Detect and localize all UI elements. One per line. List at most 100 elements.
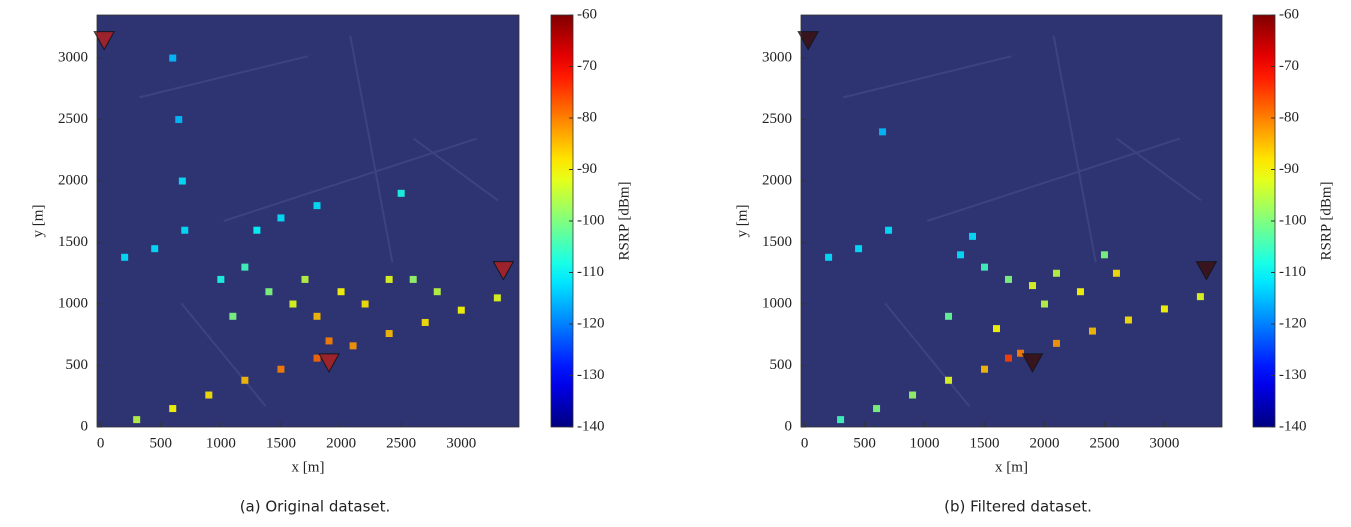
rsrp-cell [494,294,501,301]
rsrp-cell [1197,293,1204,300]
rsrp-cell [277,366,284,373]
rsrp-cell [885,227,892,234]
rsrp-cell [458,307,465,314]
y-tick-label: 500 [770,357,793,373]
rsrp-cell [993,325,1000,332]
x-tick-label: 2500 [1089,435,1119,451]
y-tick-label: 3000 [58,49,88,65]
rsrp-cell [1041,301,1048,308]
caption: (a) Original dataset. [240,498,391,516]
rsrp-cell [314,313,321,320]
x-tick-label: 2500 [386,435,416,451]
colorbar-tick-label: -110 [1279,264,1306,280]
colorbar-tick-label: -120 [1279,315,1307,331]
rsrp-cell [879,128,886,135]
rsrp-cell [326,337,333,344]
rsrp-cell [169,405,176,412]
y-tick-label: 3000 [762,49,792,65]
rsrp-cell [314,202,321,209]
rsrp-cell [957,251,964,258]
colorbar-tick-label: -120 [577,315,605,331]
colorbar-tick-label: -130 [1279,367,1307,383]
colorbar-tick-label: -130 [577,367,605,383]
rsrp-cell [1089,328,1096,335]
rsrp-cell [277,214,284,221]
colorbar-tick-label: -70 [1279,58,1299,74]
rsrp-cell [314,355,321,362]
x-tick-label: 1000 [206,435,236,451]
x-tick-label: 2000 [326,435,356,451]
colorbar-label: RSRP [dBm] [1318,181,1334,260]
colorbar-tick-label: -60 [577,6,597,22]
rsrp-cell [398,190,405,197]
y-tick-label: 0 [785,418,793,434]
rsrp-cell [1029,282,1036,289]
colorbar-tick-label: -90 [1279,161,1299,177]
rsrp-cell [1053,270,1060,277]
y-tick-label: 1000 [58,295,88,311]
rsrp-cell [350,342,357,349]
rsrp-cell [229,313,236,320]
rsrp-cell [825,254,832,261]
colorbar-tick-label: -90 [577,161,597,177]
colorbar-tick-label: -100 [1279,212,1307,228]
rsrp-cell [945,313,952,320]
y-axis-label: y [m] [734,205,750,238]
rsrp-cell [981,264,988,271]
rsrp-cell [121,254,128,261]
panel: 0500100015002000250030000500100015002000… [30,6,632,515]
colorbar-tick-label: -80 [577,109,597,125]
rsrp-cell [151,245,158,252]
rsrp-cell [179,178,186,185]
x-tick-label: 1500 [970,435,1000,451]
colorbar-tick-label: -140 [577,418,605,434]
rsrp-cell [1161,305,1168,312]
x-tick-label: 1500 [266,435,296,451]
rsrp-cell [1053,340,1060,347]
x-tick-label: 3000 [1149,435,1179,451]
colorbar-tick-label: -80 [1279,109,1299,125]
rsrp-cell [422,319,429,326]
x-tick-label: 0 [801,435,809,451]
rsrp-cell [338,288,345,295]
y-tick-label: 2000 [762,172,792,188]
rsrp-cell [1125,317,1132,324]
rsrp-cell [386,276,393,283]
rsrp-cell [1077,288,1084,295]
map-background [801,15,1222,427]
colorbar-label: RSRP [dBm] [616,181,632,260]
x-axis-label: x [m] [292,459,325,475]
rsrp-cell [181,227,188,234]
y-tick-label: 1500 [762,234,792,250]
rsrp-cell [434,288,441,295]
colorbar-tick-label: -140 [1279,418,1307,434]
rsrp-cell [873,405,880,412]
rsrp-cell [289,301,296,308]
caption: (b) Filtered dataset. [944,498,1092,516]
y-tick-label: 2500 [58,111,88,127]
rsrp-cell [410,276,417,283]
rsrp-cell [362,301,369,308]
rsrp-cell [265,288,272,295]
colorbar-tick-label: -60 [1279,6,1299,22]
rsrp-cell [837,416,844,423]
colorbar-tick-label: -110 [577,264,604,280]
rsrp-cell [969,233,976,240]
rsrp-cell [1101,251,1108,258]
y-tick-label: 0 [81,418,89,434]
x-tick-label: 0 [97,435,105,451]
y-axis-label: y [m] [30,205,46,238]
map-background [97,15,519,427]
rsrp-cell [855,245,862,252]
x-tick-label: 1000 [910,435,940,451]
x-tick-label: 3000 [446,435,476,451]
rsrp-cell [1005,355,1012,362]
y-tick-label: 2000 [58,172,88,188]
rsrp-cell [175,116,182,123]
rsrp-cell [241,377,248,384]
rsrp-cell [133,416,140,423]
rsrp-cell [909,392,916,399]
x-tick-label: 500 [853,435,876,451]
rsrp-cell [1005,276,1012,283]
